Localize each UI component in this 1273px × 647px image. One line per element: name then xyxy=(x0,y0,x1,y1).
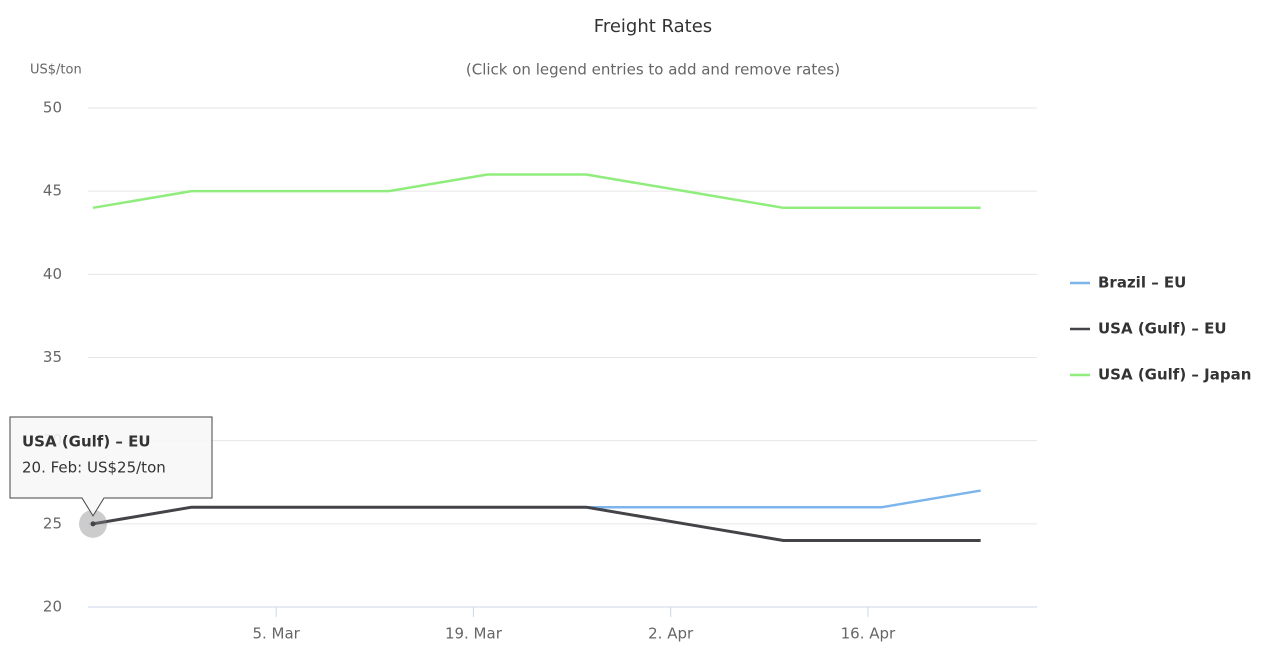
x-tick-label: 19. Mar xyxy=(445,625,503,643)
legend-item[interactable]: USA (Gulf) – Japan xyxy=(1070,366,1251,384)
legend-label: USA (Gulf) – Japan xyxy=(1098,366,1251,384)
series-line xyxy=(92,505,981,542)
tooltip-text: 20. Feb: US$25/ton xyxy=(22,459,166,477)
hover-point xyxy=(90,521,96,527)
y-tick-label: 50 xyxy=(43,99,62,117)
x-tick-label: 5. Mar xyxy=(252,625,300,643)
tooltip-box xyxy=(9,416,213,517)
y-tick-label: 20 xyxy=(43,598,62,616)
chart-title: Freight Rates xyxy=(594,16,712,37)
x-tick-label: 2. Apr xyxy=(648,625,694,643)
series-line xyxy=(92,173,981,210)
tooltip-title: USA (Gulf) – EU xyxy=(22,433,151,451)
legend-label: Brazil – EU xyxy=(1098,274,1186,292)
y-tick-label: 40 xyxy=(43,265,62,283)
legend-item[interactable]: Brazil – EU xyxy=(1070,274,1186,292)
legend-item[interactable]: USA (Gulf) – EU xyxy=(1070,320,1227,338)
y-tick-label: 35 xyxy=(43,348,62,366)
y-axis-label: US$/ton xyxy=(30,63,82,78)
x-tick-label: 16. Apr xyxy=(841,625,896,643)
chart-subtitle: (Click on legend entries to add and remo… xyxy=(466,61,840,79)
legend-label: USA (Gulf) – EU xyxy=(1098,320,1227,338)
y-tick-label: 25 xyxy=(43,514,62,532)
y-tick-label: 45 xyxy=(43,182,62,200)
